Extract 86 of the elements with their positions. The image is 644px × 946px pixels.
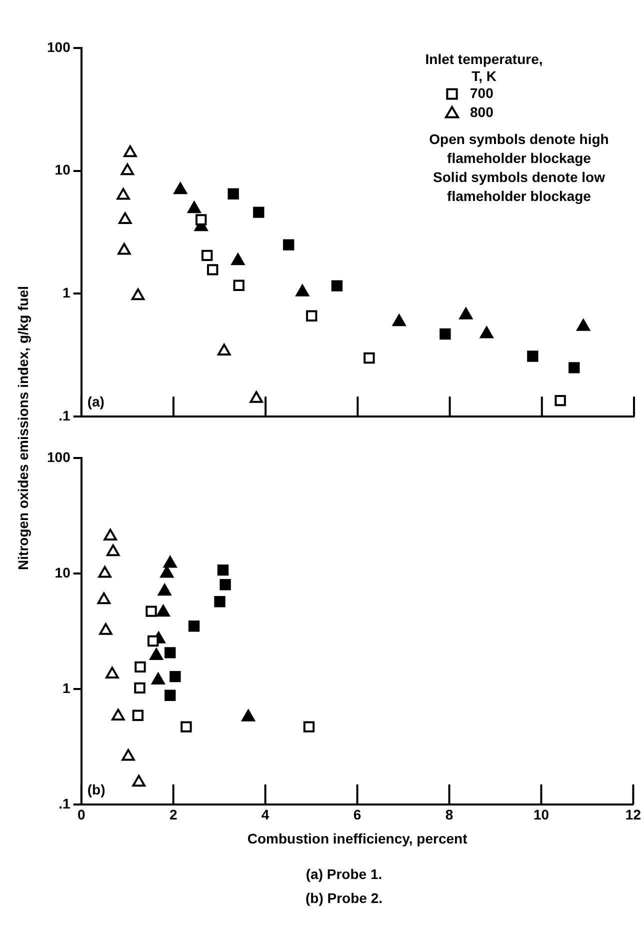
point xyxy=(214,596,226,608)
annotation: (b) xyxy=(87,781,106,798)
point xyxy=(554,394,566,406)
point xyxy=(156,604,170,617)
y-tick-label: 10 xyxy=(54,564,71,580)
point xyxy=(132,774,146,787)
point xyxy=(152,672,165,684)
point xyxy=(122,748,135,761)
point xyxy=(146,606,157,617)
legend-label: 800 xyxy=(470,104,494,120)
point xyxy=(296,284,310,296)
point xyxy=(188,201,201,214)
point xyxy=(164,647,176,658)
point xyxy=(242,710,255,722)
point xyxy=(331,280,343,292)
point xyxy=(112,708,125,720)
point xyxy=(164,690,176,701)
x-axis-title: Combustion inefficiency, percent xyxy=(247,830,468,846)
annotation: Solid symbols denote low flameholder blockage xyxy=(433,168,606,204)
point xyxy=(106,544,120,556)
point xyxy=(118,242,131,255)
point xyxy=(207,264,218,276)
y-tick-label: 1 xyxy=(62,284,71,301)
point xyxy=(217,344,231,356)
point xyxy=(104,528,117,541)
point xyxy=(118,212,132,224)
x-tick-label: 12 xyxy=(625,806,642,823)
point xyxy=(201,250,213,262)
point xyxy=(188,620,200,632)
point xyxy=(253,206,264,218)
point xyxy=(132,710,144,721)
x-tick-label: 4 xyxy=(261,806,270,823)
point xyxy=(303,721,315,732)
y-axis-title: Nitrogen oxides emissions index, g/kg fuel xyxy=(15,286,31,570)
y-tick-label: 100 xyxy=(47,38,71,55)
text: (a) Probe 1. xyxy=(304,866,384,882)
point xyxy=(480,326,494,338)
point xyxy=(120,163,134,176)
point xyxy=(134,682,146,694)
point xyxy=(150,648,163,660)
point xyxy=(99,623,112,635)
point xyxy=(440,328,451,340)
x-tick-label: 0 xyxy=(77,806,86,823)
x-tick-label: 2 xyxy=(169,806,178,823)
point xyxy=(250,391,263,403)
y-tick-label: 1 xyxy=(62,680,71,696)
y-tick-label: 100 xyxy=(47,448,71,465)
point xyxy=(196,214,207,226)
point xyxy=(98,566,112,578)
point xyxy=(97,592,111,604)
point xyxy=(233,280,244,291)
point xyxy=(163,556,177,568)
point xyxy=(568,362,580,374)
point xyxy=(459,308,473,320)
point xyxy=(170,670,181,682)
point xyxy=(174,182,188,194)
point xyxy=(160,566,174,578)
point xyxy=(131,288,145,300)
x-tick-label: 6 xyxy=(353,806,362,823)
point xyxy=(134,661,146,673)
y-tick-label: .1 xyxy=(58,795,71,812)
point xyxy=(228,188,239,200)
text: (b) Probe 2. xyxy=(304,890,384,906)
point xyxy=(527,350,538,362)
x-tick-label: 8 xyxy=(445,806,454,823)
point xyxy=(180,721,192,732)
legend-title: Inlet temperature, T, K xyxy=(425,50,543,84)
x-tick-label: 10 xyxy=(533,806,550,823)
y-tick-label: .1 xyxy=(58,407,71,424)
point xyxy=(392,314,406,326)
annotation: Open symbols denote high flameholder blockage xyxy=(429,130,609,166)
point xyxy=(364,352,375,364)
point xyxy=(306,310,318,322)
point xyxy=(220,579,231,590)
point xyxy=(231,253,245,266)
point xyxy=(283,239,294,250)
point xyxy=(124,145,137,158)
point xyxy=(116,188,130,200)
point xyxy=(148,635,159,647)
point xyxy=(576,319,590,331)
point xyxy=(217,564,229,576)
y-tick-label: 10 xyxy=(54,162,71,178)
point xyxy=(158,584,172,596)
annotation: (a) xyxy=(87,393,104,410)
point xyxy=(106,666,119,679)
legend-label: 700 xyxy=(470,84,494,101)
